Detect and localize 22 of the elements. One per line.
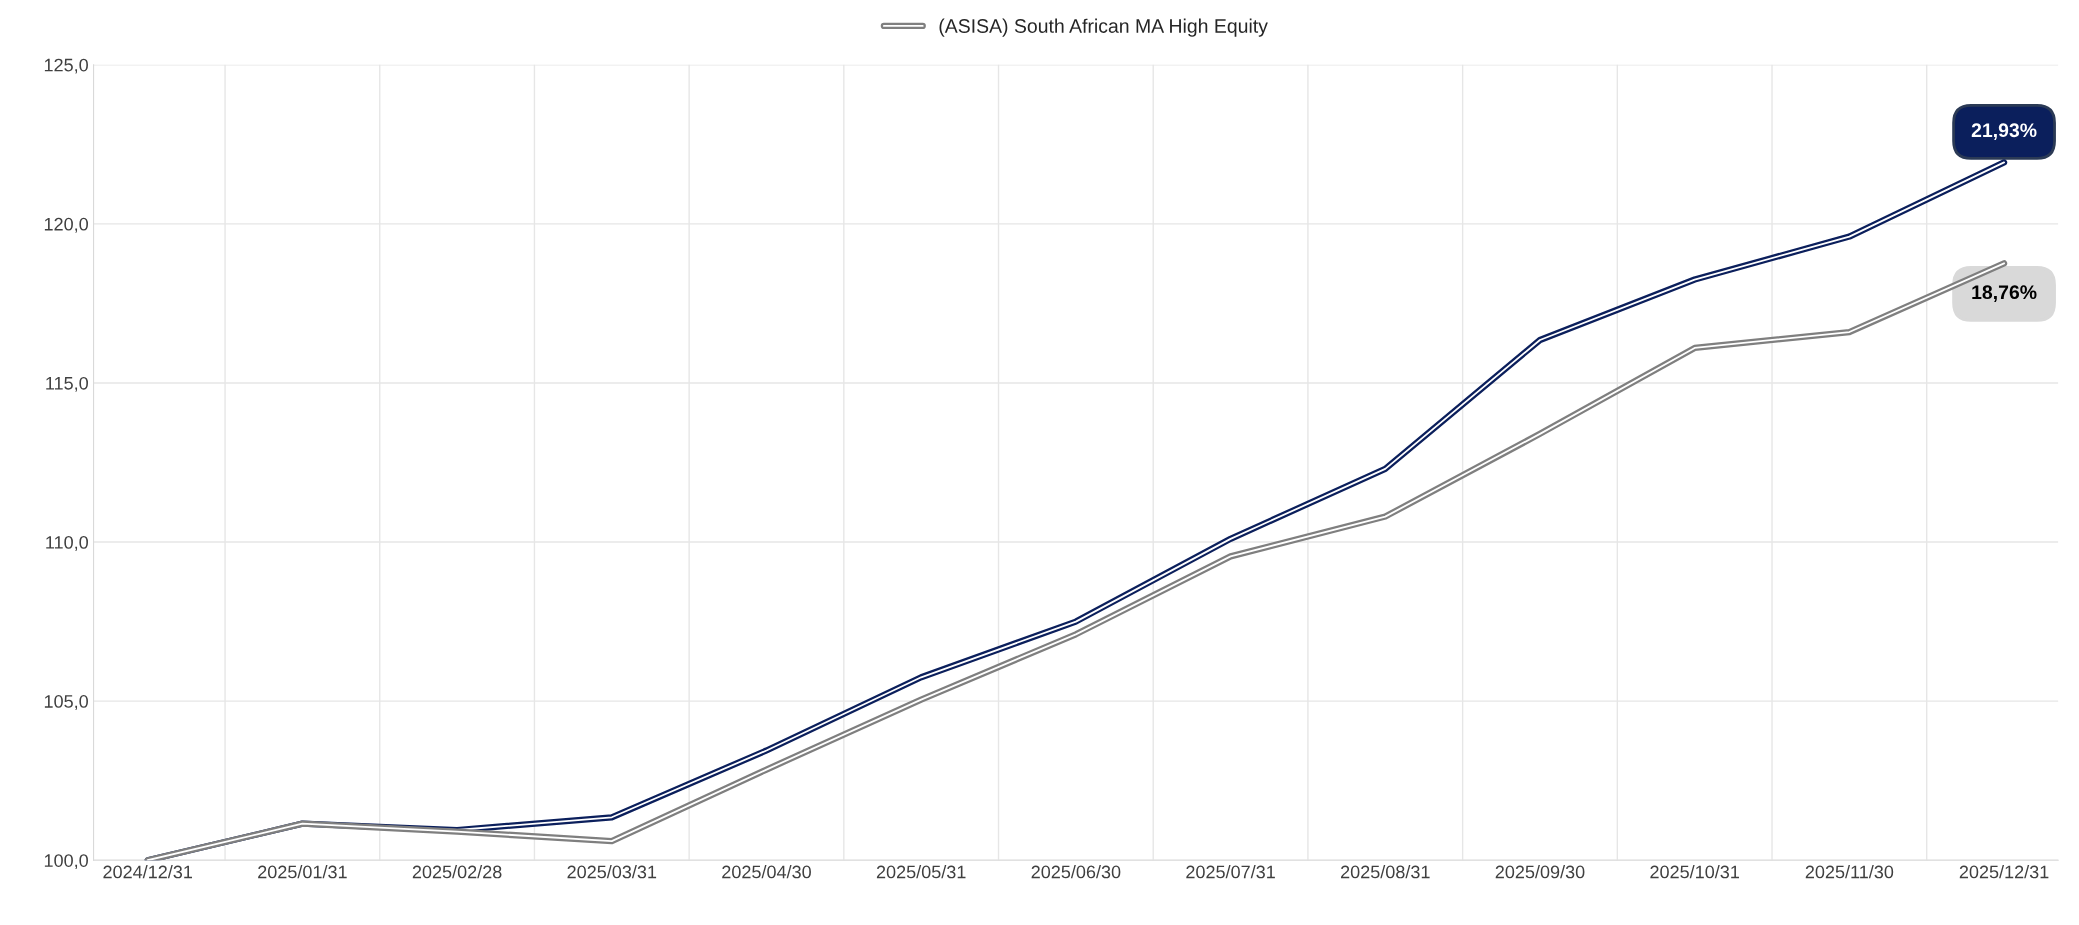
y-tick-label: 115,0 xyxy=(46,376,88,392)
annotation: 18,76% xyxy=(1972,285,2037,302)
y-tick-label: 100,0 xyxy=(44,854,88,870)
x-tick-label: 2025/09/30 xyxy=(1495,865,1585,879)
x-tick-label: 2025/07/31 xyxy=(1186,865,1275,879)
y-tick-label: 125,0 xyxy=(44,58,88,74)
x-tick-label: 2025/10/31 xyxy=(1650,865,1739,879)
x-tick-label: 2025/05/31 xyxy=(876,865,966,879)
x-tick-label: 2025/06/30 xyxy=(1031,865,1121,879)
legend-label: (ASISA) South African MA High Equity xyxy=(939,18,1268,37)
x-tick-label: 2025/02/28 xyxy=(412,865,502,879)
y-tick-label: 120,0 xyxy=(44,217,88,233)
x-tick-label: 2025/04/30 xyxy=(722,865,811,879)
x-tick-label: 2025/01/31 xyxy=(258,865,347,879)
x-tick-label: 2025/08/31 xyxy=(1341,865,1430,879)
x-tick-label: 2025/03/31 xyxy=(567,865,657,879)
x-tick-label: 2025/12/31 xyxy=(1959,865,2049,879)
y-tick-label: 110,0 xyxy=(46,535,88,551)
x-tick-label: 2025/11/30 xyxy=(1805,865,1894,879)
y-tick-label: 105,0 xyxy=(44,695,88,710)
x-tick-label: 2024/12/31 xyxy=(103,865,193,879)
annotation: 21,93% xyxy=(1971,123,2037,140)
